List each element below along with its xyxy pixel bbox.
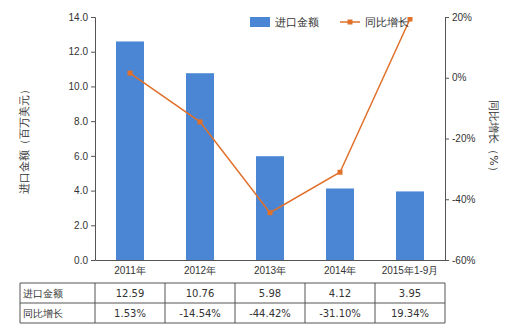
tick-mark [91,260,95,261]
tick-mark [91,156,95,157]
table-line [95,283,96,323]
tick-label: 2015年1-9月 [382,265,439,276]
tick-mark [445,17,449,18]
legend-item: 进口金额 [250,16,319,29]
tick-label: 2014年 [324,265,356,276]
chart: 0.0 2.0 4.0 6.0 8.0 10.0 12.0 14.0 -60% -40% -20% 0… [0,0,520,330]
legend-label: 同比增长 [365,16,409,29]
tick: 10.0 [69,81,95,92]
tick: 2013年 [254,265,286,276]
bar [326,188,354,260]
tick-label: 0.0 [74,255,88,266]
tick: 2014年 [324,265,356,276]
tick-label: 2013年 [254,265,286,276]
table-line [375,283,376,323]
tick: 8.0 [74,116,95,127]
legend-label: 进口金额 [275,16,319,29]
table-cell: 19.34% [391,308,429,319]
table-line [20,283,445,284]
tick-label: -60% [452,255,475,266]
line-marker [338,170,343,175]
tick: 0.0 [74,255,95,266]
table-cell: -31.10% [319,308,361,319]
tick: 12.0 [69,46,95,57]
line-marker [198,119,203,124]
axis-line [446,18,450,261]
tick: -20% [445,133,475,144]
table-line [235,283,236,323]
table-cell: 12.59 [116,288,145,299]
table-cell: -14.54% [179,308,221,319]
tick: 0% [445,72,467,83]
tick-mark [445,199,449,200]
legend: 进口金额 同比增长 [250,16,409,29]
table-line [305,283,306,323]
tick: 2012年 [184,265,216,276]
table-cell: -44.42% [249,308,291,319]
table-cell: 1.53% [114,308,146,319]
legend-marker [348,20,353,25]
tick: 6.0 [74,151,95,162]
tick: -40% [445,194,475,205]
tick: 2015年1-9月 [382,265,439,276]
bar [116,41,144,260]
tick: 2011年 [114,265,146,276]
tick-label: 20% [452,12,472,23]
bar [396,191,424,260]
line [130,19,410,213]
tick: 20% [445,12,472,23]
tick-label: 0% [452,72,467,83]
line-marker [128,71,133,76]
table-cell: 3.95 [399,288,421,299]
x-axis: 2011年 2012年 2013年 2014年 2015年1-9月 [96,261,446,277]
tick: -60% [445,255,475,266]
tick-mark [445,78,449,79]
legend-swatch [250,17,270,27]
axis-line [91,18,96,261]
tick-label: 4.0 [74,185,88,196]
tick-label: 14.0 [69,12,89,23]
table-row-label: 同比增长 [23,308,63,319]
table-row-label: 进口金额 [23,288,63,299]
tick-label: 6.0 [74,151,88,162]
table-cell: 5.98 [259,288,281,299]
tick: 4.0 [74,185,95,196]
y2-axis: -60% -40% -20% 0% 20% [445,12,475,266]
y2-axis-title: 同比增长（%） [487,100,500,176]
tick-mark [91,52,95,53]
table-cell: 10.76 [186,288,215,299]
y-axis: 0.0 2.0 4.0 6.0 8.0 10.0 12.0 14.0 [69,12,96,266]
tick-label: 10.0 [69,81,89,92]
tick-label: -20% [452,133,475,144]
axis-line [96,260,446,261]
line-marker [268,210,273,215]
y-axis-title: 进口金额（百万美元） [18,84,31,194]
tick-label: 12.0 [69,46,89,57]
table-line [20,323,445,324]
tick: 14.0 [69,12,95,23]
table-line [20,303,445,304]
tick-mark [91,225,95,226]
tick-label: 2.0 [74,220,88,231]
tick-mark [445,139,449,140]
table-cell: 4.12 [329,288,351,299]
tick-mark [91,17,95,18]
table-line [165,283,166,323]
tick-label: 2012年 [184,265,216,276]
plot-area [116,17,424,260]
tick-mark [91,121,95,122]
table-line [20,283,21,323]
tick: 2.0 [74,220,95,231]
tick-label: 8.0 [74,116,88,127]
tick-mark [445,260,449,261]
legend-item: 同比增长 [340,16,409,29]
bar [186,73,214,260]
data-table: 进口金额 12.59 10.76 5.98 4.12 3.95 同比增长 1.53% -14.5… [20,283,445,323]
tick-label: 2011年 [114,265,146,276]
tick-label: -40% [452,194,475,205]
bar [256,156,284,260]
tick-mark [91,191,95,192]
table-line [445,283,446,323]
tick-mark [91,86,95,87]
